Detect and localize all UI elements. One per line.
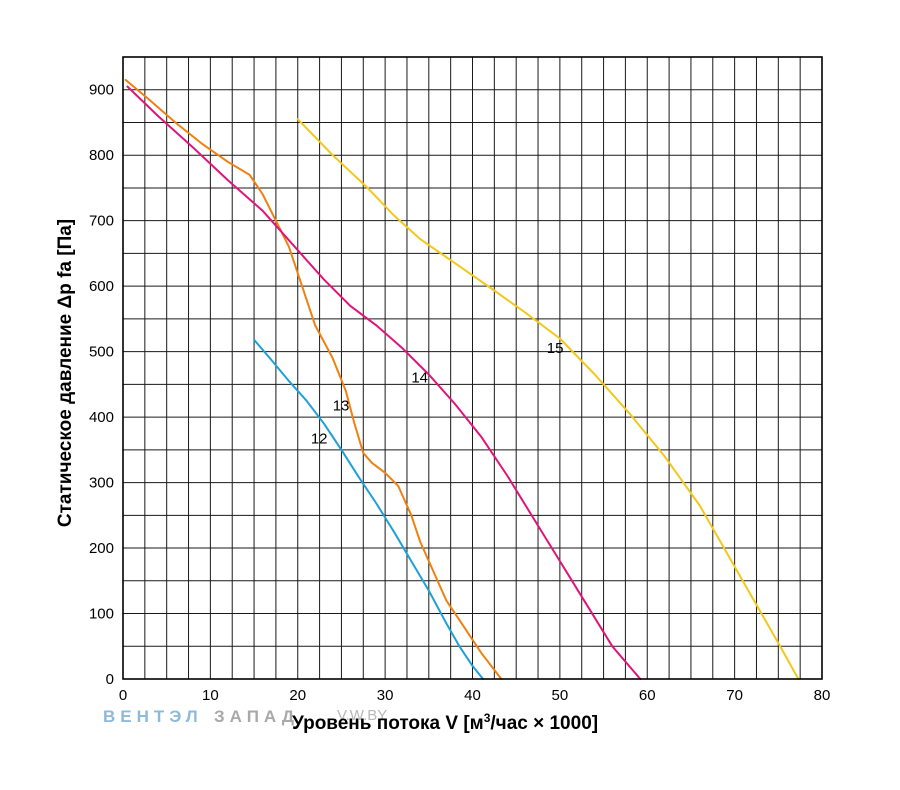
watermark-brand-grey: ЗАПАД	[214, 707, 299, 726]
curves	[124, 78, 800, 680]
y-tick-label: 100	[89, 606, 114, 623]
curve-labels: 12 13 14 15	[311, 340, 564, 447]
series-line-15	[296, 118, 800, 680]
y-tick-label: 800	[89, 147, 114, 164]
y-tick-label: 300	[89, 475, 114, 492]
x-axis-title: Уровень потока V [м3/час × 1000]	[292, 711, 598, 734]
x-tick-label: 50	[552, 687, 569, 704]
x-tick-label: 40	[464, 687, 481, 704]
y-tick-label: 0	[106, 671, 114, 688]
x-tick-label: 0	[119, 687, 127, 704]
x-axis-title-sup: 3	[484, 711, 491, 725]
x-tick-label: 70	[726, 687, 743, 704]
curve-label-12: 12	[311, 430, 328, 447]
curve-label-15: 15	[547, 340, 564, 357]
y-tick-label: 700	[89, 213, 114, 230]
watermark-site: V.W.BY	[337, 707, 387, 724]
y-tick-label: 600	[89, 278, 114, 295]
y-tick-label: 400	[89, 409, 114, 426]
y-tick-label: 500	[89, 344, 114, 361]
series-line-12	[253, 338, 484, 680]
y-tick-labels: 0 100 200 300 400 500 600 700 800 900	[89, 82, 114, 688]
x-tick-label: 20	[289, 687, 306, 704]
y-tick-label: 200	[89, 540, 114, 557]
plot-frame	[122, 56, 823, 680]
curve-label-14: 14	[411, 369, 428, 386]
watermark-brand-blue: ВЕНТЭЛ	[103, 707, 203, 726]
grid	[123, 57, 822, 679]
x-tick-labels: 0 10 20 30 40 50 60 70 80	[119, 687, 831, 704]
series-line-14	[126, 85, 642, 680]
x-tick-label: 10	[202, 687, 219, 704]
y-tick-label: 900	[89, 82, 114, 99]
y-axis-title: Статическое давление Δp fa [Па]	[55, 219, 76, 527]
x-axis-title-tail: /час × 1000]	[490, 713, 598, 734]
curve-label-13: 13	[333, 398, 350, 415]
x-tick-label: 30	[377, 687, 394, 704]
series-line-13	[124, 78, 503, 680]
x-tick-label: 60	[639, 687, 656, 704]
x-axis-title-main: Уровень потока V [м	[292, 713, 484, 734]
x-tick-label: 80	[814, 687, 831, 704]
